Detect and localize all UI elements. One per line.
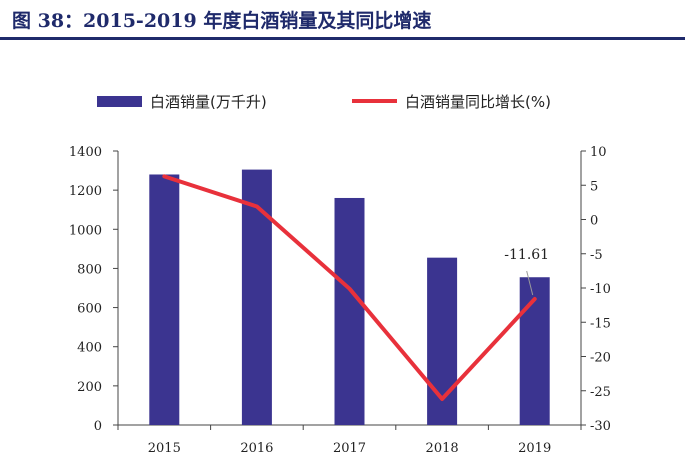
y-left-tick-label: 600: [77, 302, 102, 317]
bar-series: [149, 169, 550, 425]
y-left-tick-label: 800: [77, 262, 102, 277]
y-right-tick-label: -25: [590, 385, 611, 400]
x-tick-label: 2017: [333, 441, 366, 456]
x-tick-label: 2015: [148, 441, 181, 456]
annotation-label: -11.61: [504, 247, 549, 263]
y-right-tick-label: 10: [590, 145, 607, 160]
legend-bar-swatch: [97, 96, 142, 107]
y-right-tick-label: -30: [590, 419, 611, 434]
y-left-tick-label: 200: [77, 380, 102, 395]
y-left-tick-label: 0: [94, 419, 102, 434]
y-right-tick-label: -20: [590, 351, 611, 366]
figure-header: 图 38：2015-2019 年度白酒销量及其同比增速: [0, 0, 685, 44]
y-left-tick-label: 1400: [69, 145, 102, 160]
y-right-tick-label: 0: [590, 214, 598, 229]
legend: 白酒销量(万千升) 白酒销量同比增长(%): [97, 93, 551, 111]
bar: [334, 197, 365, 425]
y-left-tick-label: 400: [77, 341, 102, 356]
y-left-tick-label: 1000: [69, 223, 102, 238]
legend-bar-label: 白酒销量(万千升): [150, 93, 267, 111]
x-tick-label: 2018: [426, 441, 459, 456]
x-tick-label: 2019: [518, 441, 551, 456]
bar: [149, 174, 180, 425]
annotation-leader: [526, 270, 534, 296]
line-series: [162, 174, 537, 401]
legend-line-label: 白酒销量同比增长(%): [405, 93, 551, 111]
figure-title: 图 38：2015-2019 年度白酒销量及其同比增速: [12, 10, 432, 32]
annotation-group: -11.61: [504, 247, 549, 296]
series-line: [162, 174, 537, 401]
x-tick-label: 2016: [240, 441, 273, 456]
y-right-tick-label: -10: [590, 282, 611, 297]
title-rule: [0, 37, 685, 40]
y-left-tick-label: 1200: [69, 184, 102, 199]
y-right-tick-label: -5: [590, 248, 603, 263]
bar: [241, 169, 272, 425]
y-right-tick-label: -15: [590, 316, 611, 331]
y-right-tick-label: 5: [590, 179, 598, 194]
